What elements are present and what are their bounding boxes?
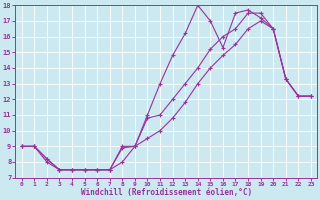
X-axis label: Windchill (Refroidissement éolien,°C): Windchill (Refroidissement éolien,°C)	[81, 188, 252, 197]
